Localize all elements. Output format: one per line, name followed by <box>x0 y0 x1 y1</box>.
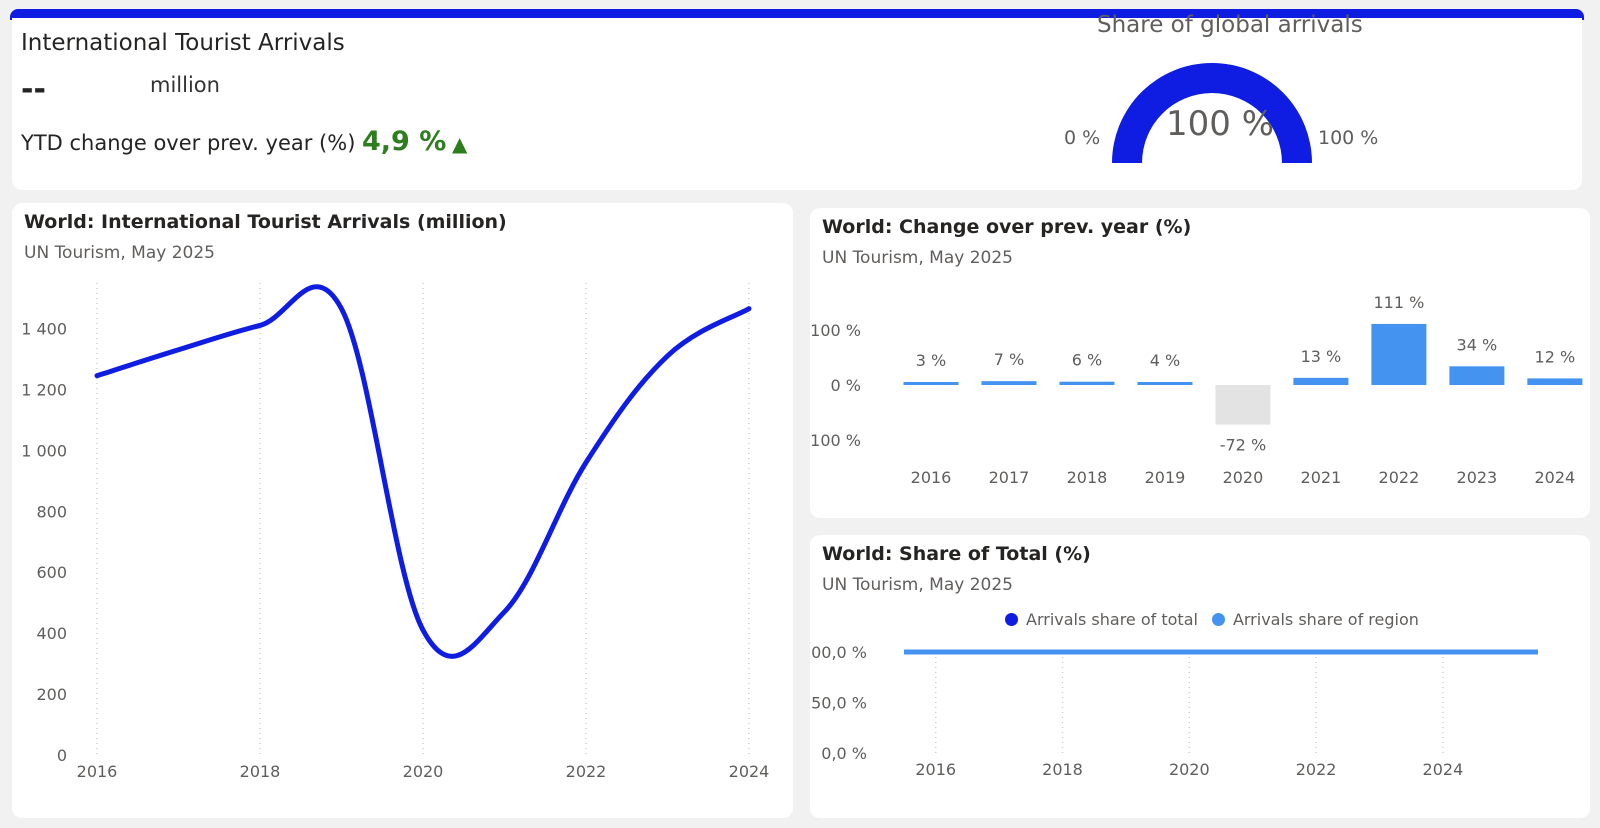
legend-label-region[interactable]: Arrivals share of region <box>1232 610 1419 629</box>
gauge-value: 100 % <box>1165 104 1274 144</box>
data-label: 3 % <box>916 351 946 370</box>
gauge-title: Share of global arrivals <box>1097 12 1363 38</box>
x-tick-label: 2017 <box>989 468 1030 487</box>
x-tick-label: 2016 <box>77 762 118 781</box>
data-label: 13 % <box>1301 347 1342 366</box>
x-tick-label: 2016 <box>911 468 952 487</box>
kpi-unit: million <box>150 73 220 97</box>
x-tick-label: 2016 <box>915 760 956 779</box>
arrivals-line-card: World: International Tourist Arrivals (m… <box>12 203 793 818</box>
data-label: 7 % <box>994 350 1024 369</box>
legend-label-total[interactable]: Arrivals share of total <box>1026 610 1198 629</box>
arrivals-line-chart[interactable]: 2016 2018 2020 2022 2024 0 200 400 600 800 1 000 1 … <box>12 203 793 818</box>
ytd-change-label: YTD change over prev. year (%) <box>21 131 356 155</box>
x-tick-label: 2020 <box>403 762 444 781</box>
kpi-title: International Tourist Arrivals <box>21 30 345 56</box>
bar-chart-title: World: Change over prev. year (%) <box>822 216 1192 238</box>
bar-2019 <box>1137 382 1193 385</box>
y-tick-label: 800 <box>36 502 67 521</box>
bar-2016 <box>903 382 959 385</box>
share-gauge[interactable] <box>1112 48 1312 168</box>
kpi-card: International Tourist Arrivals -- millio… <box>12 18 1582 190</box>
y-tick-label: 0 % <box>831 376 861 395</box>
y-tick-label: 200 <box>36 685 67 704</box>
bar-2017 <box>981 381 1037 385</box>
data-label: 4 % <box>1150 351 1180 370</box>
data-label: 111 % <box>1373 293 1424 312</box>
bar-2021 <box>1293 377 1349 385</box>
x-tick-label: 2020 <box>1223 468 1264 487</box>
bar-chart-subtitle: UN Tourism, May 2025 <box>822 248 1013 268</box>
x-tick-label: 2022 <box>566 762 607 781</box>
y-tick-label: 0,0 % <box>821 744 867 763</box>
line-chart-subtitle: UN Tourism, May 2025 <box>24 243 215 263</box>
change-bar-chart[interactable]: -100 % 0 % 100 % 3 % 2016 7 % 2017 6 % 2018 4 % 20… <box>810 208 1590 518</box>
x-tick-label: 2022 <box>1379 468 1420 487</box>
legend-dot-total <box>1005 613 1018 626</box>
gauge-fill <box>1112 62 1312 163</box>
y-tick-label: -100 % <box>810 431 861 450</box>
bar-2020 <box>1215 385 1271 425</box>
x-tick-label: 2020 <box>1169 760 1210 779</box>
y-tick-label: 1 200 <box>21 380 67 399</box>
bar-2022 <box>1371 323 1427 385</box>
gauge-min-label: 0 % <box>1064 127 1101 149</box>
x-tick-label: 2018 <box>1067 468 1108 487</box>
x-tick-label: 2023 <box>1457 468 1498 487</box>
x-tick-label: 2019 <box>1145 468 1186 487</box>
data-label: -72 % <box>1220 436 1266 455</box>
bar-2018 <box>1059 381 1115 385</box>
bar-2023 <box>1449 366 1505 385</box>
y-tick-label: 1 000 <box>21 441 67 460</box>
arrivals-series-line <box>94 284 752 659</box>
gauge-max-label: 100 % <box>1318 127 1379 149</box>
share-total-card: World: Share of Total (%) UN Tourism, Ma… <box>810 535 1590 818</box>
x-tick-label: 2018 <box>1042 760 1083 779</box>
y-tick-label: 1 400 <box>21 319 67 338</box>
x-tick-label: 2024 <box>729 762 770 781</box>
line-chart-title: World: International Tourist Arrivals (m… <box>24 211 507 233</box>
y-tick-label: 0 <box>57 746 67 765</box>
y-tick-label: 400 <box>36 624 67 643</box>
share-chart-subtitle: UN Tourism, May 2025 <box>822 575 1013 595</box>
legend-dot-region <box>1211 613 1225 626</box>
kpi-value: -- <box>21 72 46 107</box>
up-arrow-icon: ▲ <box>452 132 468 156</box>
top-accent-bar <box>10 9 1584 20</box>
share-chart-title: World: Share of Total (%) <box>822 543 1091 565</box>
x-tick-label: 2021 <box>1301 468 1342 487</box>
ytd-change-value: 4,9 % <box>362 126 447 157</box>
x-tick-label: 2024 <box>1423 760 1464 779</box>
share-line-chart[interactable]: 2016 2018 2020 2022 2024 0,0 % 50,0 % 100,0 % <box>810 535 1590 818</box>
y-tick-label: 50,0 % <box>811 694 867 713</box>
x-tick-label: 2018 <box>240 762 281 781</box>
x-tick-label: 2024 <box>1535 468 1576 487</box>
bar-2024 <box>1527 378 1583 385</box>
share-legend: Arrivals share of total Arrivals share o… <box>1005 610 1419 629</box>
data-label: 34 % <box>1457 335 1498 354</box>
y-tick-label: 600 <box>36 563 67 582</box>
change-bar-card: World: Change over prev. year (%) UN Tou… <box>810 208 1590 518</box>
data-label: 6 % <box>1072 351 1102 370</box>
y-tick-label: 100 % <box>810 321 861 340</box>
data-label: 12 % <box>1535 347 1576 366</box>
y-tick-label: 100,0 % <box>810 643 867 662</box>
x-tick-label: 2022 <box>1296 760 1337 779</box>
